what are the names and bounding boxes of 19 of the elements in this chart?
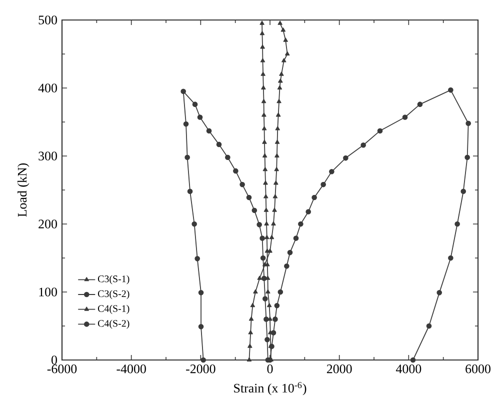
y-tick-label: 500 (38, 16, 57, 24)
legend-label: C4(S-1) (98, 304, 130, 314)
x-axis-title: Strain (x 10$^{-6}$) (234, 382, 306, 396)
legend-label: C3(S-2) (98, 290, 130, 300)
x-tick-label: 2000 (326, 364, 352, 374)
x-tick-label: 6000 (466, 364, 490, 374)
legend-label: C4(S-2) (98, 320, 130, 329)
legend-label: C3(S-1) (98, 275, 130, 284)
y-tick-label: 0 (52, 356, 57, 364)
x-tick-label: -2000 (186, 364, 216, 374)
y-axis-title: Load (kN) (17, 163, 30, 217)
x-tick-label: -4000 (116, 364, 146, 374)
x-tick-label: -6000 (47, 364, 77, 374)
x-tick-label: 0 (267, 364, 273, 374)
y-tick-label: 300 (38, 152, 57, 160)
x-tick-label: 4000 (396, 364, 422, 374)
y-tick-label: 200 (38, 220, 57, 228)
y-tick-label: 400 (38, 84, 57, 92)
y-tick-label: 100 (39, 288, 57, 296)
